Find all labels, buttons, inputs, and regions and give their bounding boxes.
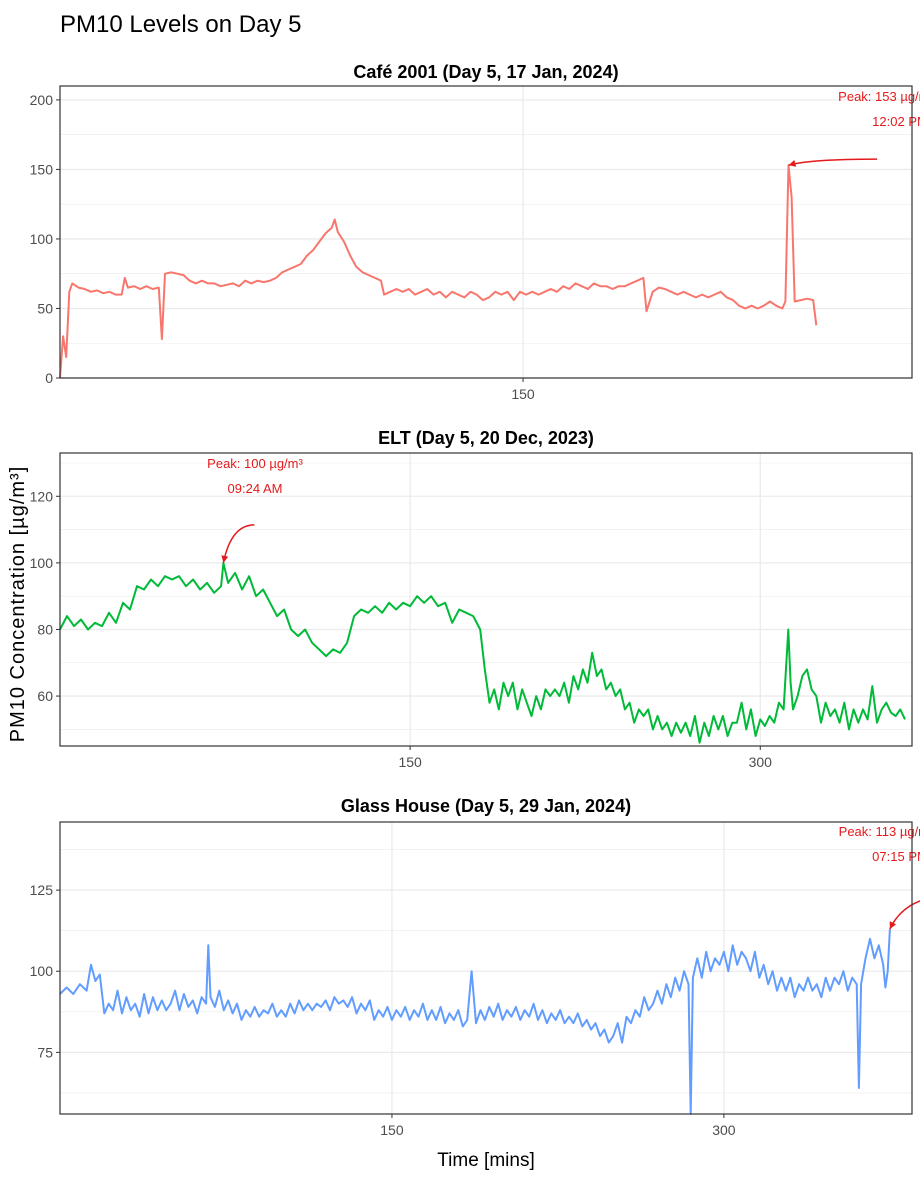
panel-cafe-yticks: 0 50 100 150 200 [30,92,60,386]
panel-elt-border [59,452,913,747]
figure-title: PM10 Levels on Day 5 [60,11,301,38]
panel-cafe-ytick-label: 0 [45,370,53,386]
panel-cafe-ytick-label: 150 [30,161,54,177]
panel-glass-xticks: 150 300 [380,1114,736,1138]
panel-cafe-peak-time: 12:02 PM [872,114,920,129]
y-axis-label: PM10 Concentration [µg/m³] [7,466,29,743]
panel-cafe-grid [60,86,912,379]
panel-glass-xtick-label: 300 [712,1122,736,1138]
panel-elt-xtick-label: 300 [749,754,773,770]
panel-elt-peak-label: Peak: 100 µg/m³ [207,456,303,471]
panel-elt-ytick-label: 60 [37,688,53,704]
panel-elt-title: ELT (Day 5, 20 Dec, 2023) [378,428,594,448]
panel-glass-ytick-label: 100 [30,963,54,979]
panel-glass-ytick-label: 75 [37,1044,53,1060]
panel-glass: Glass House (Day 5, 29 Jan, 2024) 75 100 1… [30,796,920,1138]
x-axis-label: Time [mins] [437,1150,534,1171]
panel-glass-title: Glass House (Day 5, 29 Jan, 2024) [341,796,631,816]
panel-elt-xtick-label: 150 [398,754,422,770]
panel-glass-peak-arrowhead [889,921,896,930]
panel-glass-ytick-label: 125 [30,882,54,898]
panel-elt: ELT (Day 5, 20 Dec, 2023) 60 80 100 120 150… [30,428,913,770]
panel-cafe-title: Café 2001 (Day 5, 17 Jan, 2024) [353,62,618,82]
panel-elt-ytick-label: 80 [37,621,53,637]
panel-elt-grid [60,453,912,746]
panel-cafe-xtick-label: 150 [511,386,535,402]
panel-elt-ytick-label: 120 [30,488,54,504]
panel-elt-series-line [59,561,906,744]
panel-elt-ytick-label: 100 [30,555,54,571]
panel-elt-peak-arrow [222,524,255,564]
panel-glass-peak-label: Peak: 113 µg/m³ [839,824,920,839]
panel-elt-peak-time: 09:24 AM [228,481,283,496]
panel-glass-yticks: 75 100 125 [30,882,60,1060]
panel-glass-peak-time: 07:15 PM [872,849,920,864]
panel-cafe-ytick-label: 50 [37,300,53,316]
panel-cafe-ytick-label: 200 [30,92,54,108]
panel-glass-grid [60,822,912,1114]
panel-glass-border [59,821,913,1115]
panel-cafe-series-line [59,164,818,379]
panel-elt-yticks: 60 80 100 120 [30,488,60,704]
panel-elt-xticks: 150 300 [398,746,772,770]
panel-cafe-peak-label: Peak: 153 µg/m³ [838,89,920,104]
panel-cafe-peak-arrowhead [788,160,797,167]
panel-glass-series-line [59,929,891,1115]
panel-cafe: Café 2001 (Day 5, 17 Jan, 2024) 0 50 100 15… [30,62,920,402]
panel-glass-xtick-label: 150 [380,1122,404,1138]
panel-cafe-border [59,85,913,379]
panel-elt-peak-arrowhead [221,555,229,563]
panel-cafe-xticks: 150 [511,378,535,402]
panel-cafe-ytick-label: 100 [30,231,54,247]
panel-cafe-peak-arrow [788,158,878,166]
